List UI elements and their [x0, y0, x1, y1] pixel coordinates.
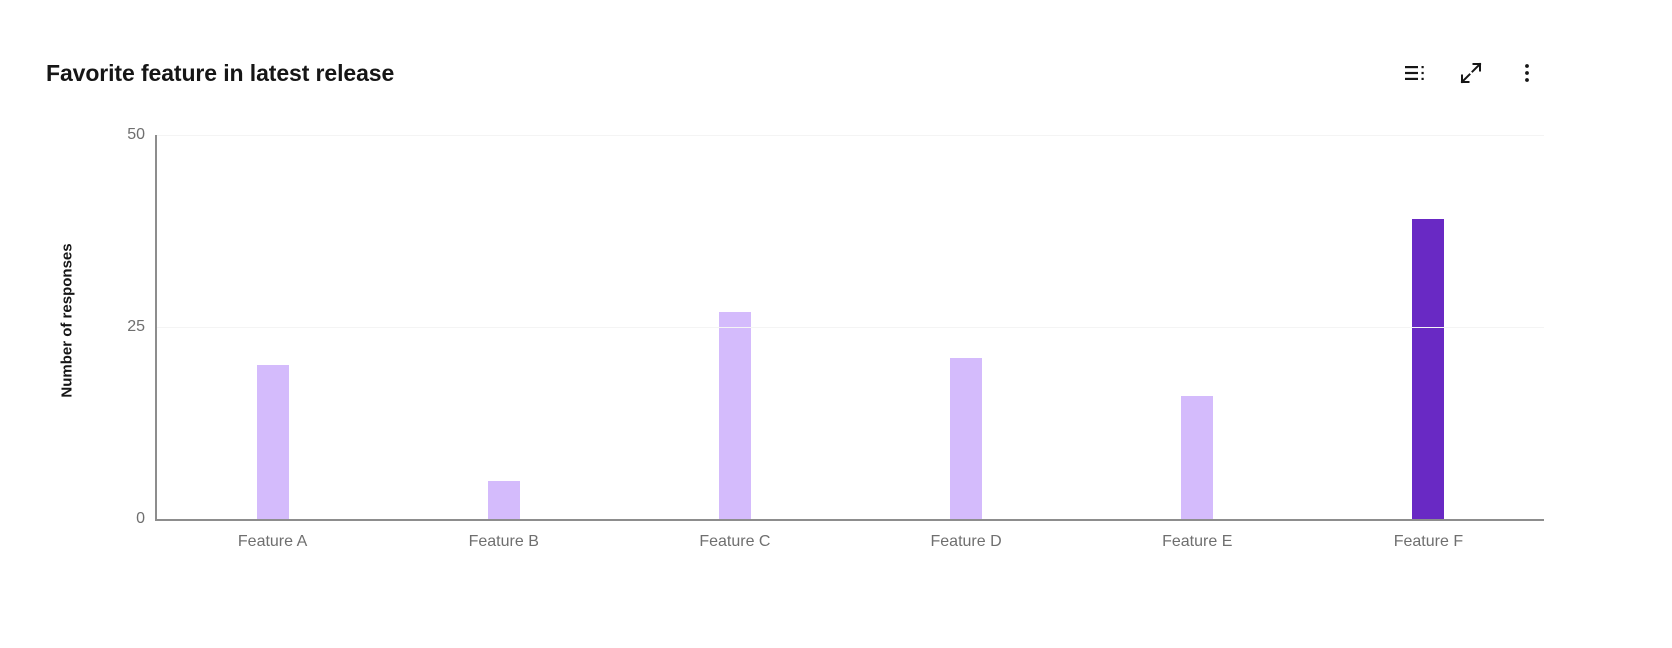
bar[interactable] — [256, 365, 289, 519]
bar[interactable] — [487, 480, 520, 519]
bar-group: Feature B — [388, 135, 619, 550]
bar-group: Feature D — [851, 135, 1082, 550]
chart-grid: Feature A Feature B Feature C Feature D Feat… — [127, 126, 1544, 550]
bar-group: Feature F — [1313, 135, 1544, 550]
table-view-icon[interactable] — [1402, 60, 1428, 86]
chart-toolbar — [1402, 60, 1540, 86]
bar[interactable] — [1181, 396, 1214, 519]
bar[interactable] — [718, 311, 751, 519]
x-tick-label: Feature D — [930, 533, 1002, 550]
overflow-menu-icon[interactable] — [1514, 60, 1540, 86]
bar[interactable] — [1412, 219, 1445, 519]
bar[interactable] — [950, 357, 983, 519]
x-tick-label: Feature C — [699, 533, 771, 550]
bar-series: Feature A Feature B Feature C Feature D Feat… — [157, 135, 1544, 550]
x-tick-label: Feature E — [1162, 533, 1233, 550]
x-tick-label: Feature F — [1393, 533, 1464, 550]
bar-group: Feature E — [1082, 135, 1313, 550]
y-axis-title: Number of responses — [56, 120, 78, 520]
y-tick-label: 0 — [136, 510, 145, 527]
x-tick-label: Feature B — [468, 533, 539, 550]
chart-header: Favorite feature in latest release — [46, 50, 1632, 96]
y-tick-label: 25 — [127, 318, 145, 335]
gridline — [157, 135, 1544, 136]
bar-group: Feature A — [157, 135, 388, 550]
gridline — [157, 327, 1544, 328]
y-axis-title-text: Number of responses — [58, 242, 76, 398]
x-tick-label: Feature A — [237, 533, 308, 550]
plot-area: Number of responses Feature A Feature B Fe… — [46, 120, 1606, 600]
expand-icon[interactable] — [1458, 60, 1484, 86]
y-tick-label: 50 — [127, 126, 145, 143]
bar-group: Feature C — [619, 135, 850, 550]
chart-title: Favorite feature in latest release — [46, 59, 395, 86]
